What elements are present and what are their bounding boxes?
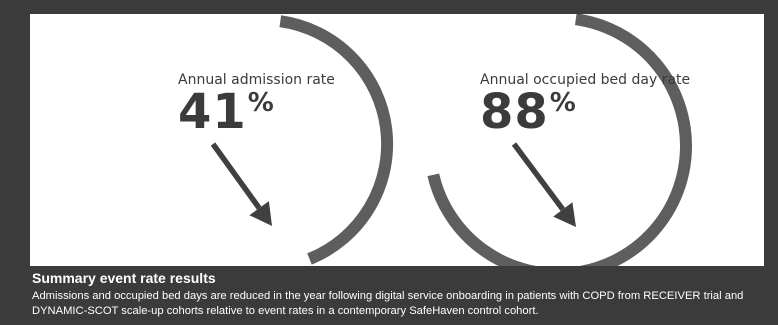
admission-rate-unit: % — [247, 88, 274, 118]
bed-day-rate-unit: % — [549, 88, 576, 118]
bed-day-rate-value: 88% — [480, 88, 576, 136]
bed-day-arrowhead — [553, 202, 576, 227]
summary-body: Admissions and occupied bed days are red… — [32, 290, 744, 317]
admission-rate-value: 41% — [178, 88, 274, 136]
bed-day-rate-label: Annual occupied bed day rate — [480, 72, 691, 88]
summary-title: Summary event rate results — [32, 270, 216, 286]
bed-day-decrease-arrow-icon — [511, 142, 566, 212]
admission-arrowhead — [249, 201, 272, 226]
infographic-graphic — [210, 14, 692, 266]
admission-decrease-arrow-icon — [210, 142, 262, 210]
bed-day-rate-number: 88 — [480, 84, 549, 140]
admission-rate-number: 41 — [178, 84, 247, 140]
summary-caption: Summary event rate results Admissions an… — [32, 270, 768, 319]
infographic-panel: Annual admission rate 41% Annual occupie… — [30, 14, 764, 266]
admission-rate-arc — [279, 15, 394, 265]
admission-rate-label: Annual admission rate — [178, 72, 335, 88]
bed-day-rate-arc — [427, 14, 692, 266]
